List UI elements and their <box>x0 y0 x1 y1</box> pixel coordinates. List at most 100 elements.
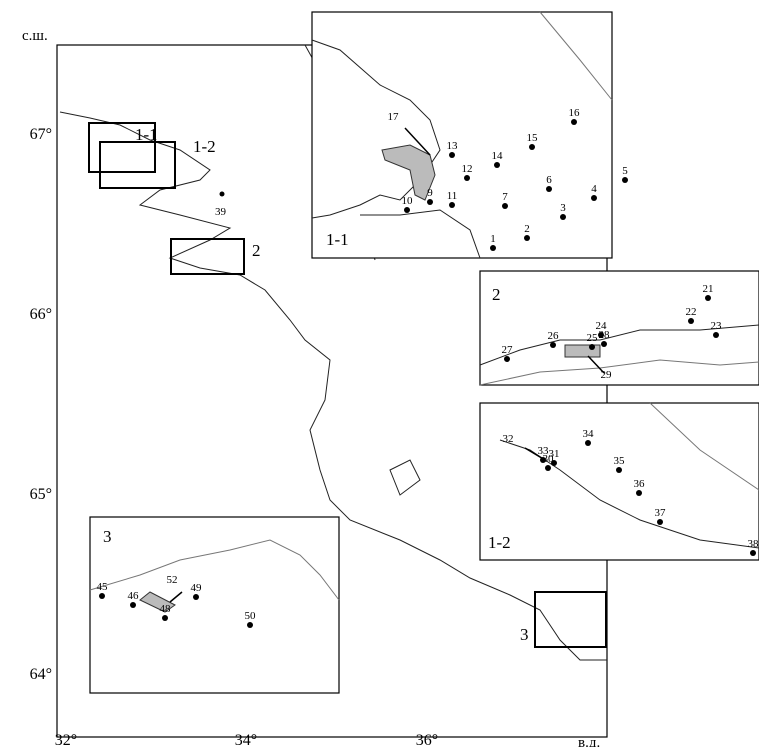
station <box>750 550 756 556</box>
area-box <box>534 591 607 648</box>
inset-1-2 <box>479 402 759 561</box>
station <box>550 342 556 348</box>
station-label: 10 <box>402 195 414 207</box>
inset-label: 1-1 <box>326 230 349 249</box>
station-label: 38 <box>748 538 759 550</box>
lat-tick-label: 64° <box>30 666 52 683</box>
inset-label: 1-2 <box>488 533 511 552</box>
station <box>529 144 535 150</box>
inset-2 <box>479 270 759 386</box>
station-label: 45 <box>97 581 109 593</box>
station <box>705 295 711 301</box>
station <box>622 177 628 183</box>
station <box>247 622 253 628</box>
inset-coast <box>360 209 481 259</box>
island <box>389 459 421 496</box>
area-label: 1-2 <box>193 137 216 156</box>
station-label: 49 <box>191 582 203 594</box>
station-label: 25 <box>587 332 599 344</box>
station <box>130 602 136 608</box>
station-label: 15 <box>527 132 539 144</box>
station <box>616 467 622 473</box>
area-label: 2 <box>252 241 261 260</box>
station <box>546 186 552 192</box>
inset-coast <box>89 539 340 601</box>
station-label: 33 <box>538 445 550 457</box>
arrow <box>404 127 431 156</box>
station-label: 11 <box>447 190 458 202</box>
station <box>219 191 225 197</box>
area-box <box>99 141 176 189</box>
station <box>464 175 470 181</box>
station-label: 35 <box>614 455 626 467</box>
station-label: 9 <box>427 187 433 199</box>
station-label: 6 <box>546 174 552 186</box>
station <box>560 214 566 220</box>
station-label: 48 <box>160 603 172 615</box>
station <box>713 332 719 338</box>
station <box>449 202 455 208</box>
station-label: 17 <box>388 111 400 123</box>
lat-label: с.ш. <box>22 28 48 44</box>
station-label: 31 <box>549 448 560 460</box>
station-label: 3 <box>560 202 566 214</box>
inset-coast <box>479 324 759 366</box>
station <box>545 465 551 471</box>
station-label: 13 <box>447 140 459 152</box>
station-label: 21 <box>703 283 714 295</box>
station-label: 28 <box>599 329 611 341</box>
arrow <box>587 355 605 374</box>
station-label: 5 <box>622 165 628 177</box>
station <box>502 203 508 209</box>
lon-tick-label: 34° <box>235 732 257 747</box>
station <box>404 207 410 213</box>
station <box>571 119 577 125</box>
area-box <box>170 238 245 275</box>
station <box>636 490 642 496</box>
station <box>494 162 500 168</box>
station <box>162 615 168 621</box>
station <box>598 332 604 338</box>
inset-label: 2 <box>492 285 501 304</box>
station <box>589 344 595 350</box>
station-label: 23 <box>711 320 723 332</box>
station-label: 26 <box>548 330 560 342</box>
inset-1-1 <box>311 11 613 259</box>
station-label: 34 <box>583 428 595 440</box>
station <box>688 318 694 324</box>
station-label: 12 <box>462 163 473 175</box>
station <box>427 199 433 205</box>
area-label: 39 <box>215 206 227 218</box>
station-label: 4 <box>591 183 597 195</box>
station <box>591 195 597 201</box>
station-label: 7 <box>502 191 508 203</box>
farm-area <box>139 591 176 613</box>
lon-tick-label: 36° <box>416 732 438 747</box>
station-label: 52 <box>167 574 178 586</box>
farm-area <box>381 144 436 201</box>
station-label: 37 <box>655 507 667 519</box>
station <box>585 440 591 446</box>
station <box>449 152 455 158</box>
inset-coast <box>499 439 759 549</box>
station-label: 27 <box>502 344 514 356</box>
inset-label: 3 <box>103 527 112 546</box>
station-label: 50 <box>245 610 257 622</box>
station-label: 14 <box>492 150 504 162</box>
station-label: 36 <box>634 478 646 490</box>
lat-tick-label: 65° <box>30 486 52 503</box>
station-label: 29 <box>601 369 613 381</box>
lat-tick-label: 67° <box>30 126 52 143</box>
station-label: 30 <box>543 453 555 465</box>
station-label: 24 <box>596 320 608 332</box>
lon-tick-label: 32° <box>55 732 77 747</box>
station <box>601 341 607 347</box>
station <box>540 457 546 463</box>
station <box>551 460 557 466</box>
inset-coast <box>479 359 759 386</box>
station <box>524 235 530 241</box>
lon-label: в.д. <box>578 735 600 747</box>
station-label: 32 <box>503 433 514 445</box>
station <box>490 245 496 251</box>
